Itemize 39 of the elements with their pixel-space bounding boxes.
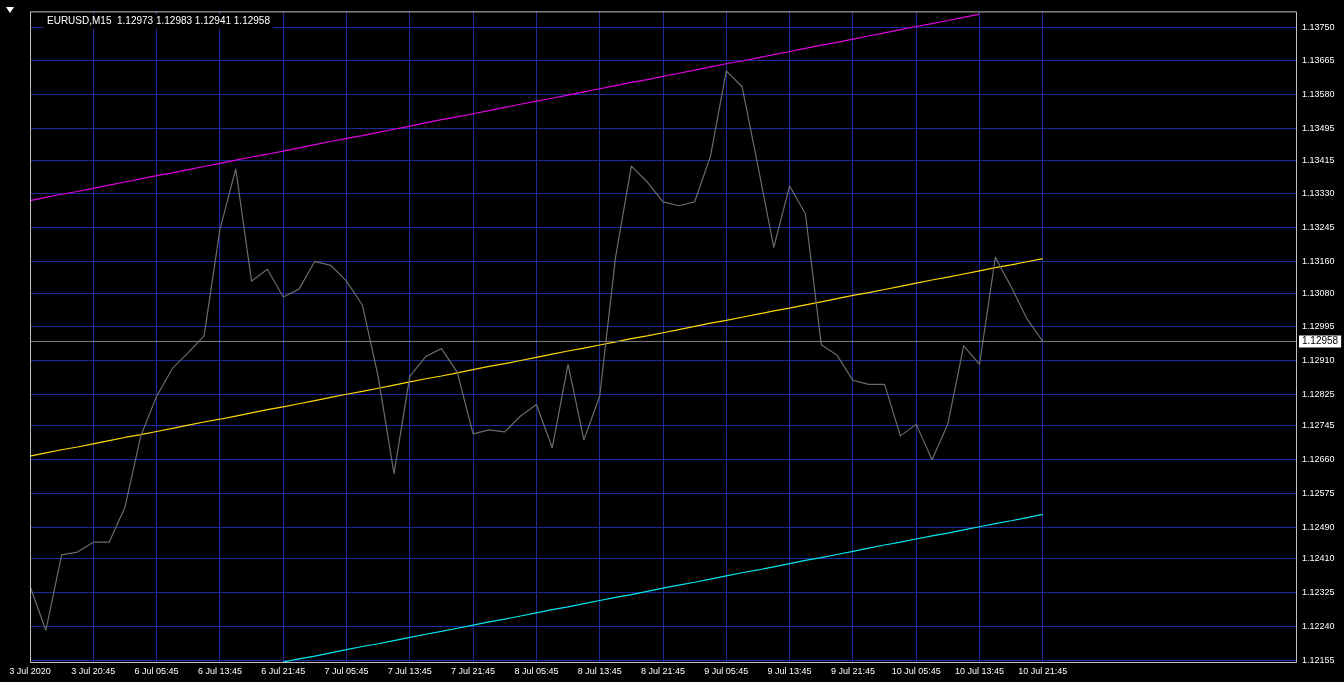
- y-tick-label: 1.13495: [1302, 122, 1335, 133]
- y-tick-label: 1.12410: [1302, 553, 1335, 564]
- y-tick-label: 1.12575: [1302, 487, 1335, 498]
- y-tick-label: 1.13750: [1302, 21, 1335, 32]
- x-tick-label: 6 Jul 05:45: [134, 665, 179, 676]
- x-tick-label: 9 Jul 05:45: [704, 665, 749, 676]
- y-tick-label: 1.12910: [1302, 354, 1335, 365]
- y-tick-label: 1.12745: [1302, 420, 1335, 431]
- x-tick-label: 7 Jul 13:45: [387, 665, 432, 676]
- y-tick-label: 1.13160: [1302, 255, 1335, 266]
- y-tick-label: 1.13665: [1302, 55, 1335, 66]
- ref-line-label: 1.12958: [1302, 335, 1339, 347]
- x-tick-label: 10 Jul 13:45: [954, 665, 1005, 676]
- chart-title: EURUSD,M15 1.12973 1.12983 1.12941 1.12958: [47, 15, 271, 27]
- x-tick-label: 9 Jul 13:45: [767, 665, 812, 676]
- y-tick-label: 1.12660: [1302, 454, 1335, 465]
- x-tick-label: 7 Jul 21:45: [451, 665, 496, 676]
- y-tick-label: 1.12155: [1302, 654, 1335, 665]
- x-tick-label: 3 Jul 20:45: [71, 665, 116, 676]
- y-tick-label: 1.12995: [1302, 321, 1335, 332]
- x-tick-label: 8 Jul 05:45: [514, 665, 559, 676]
- y-tick-label: 1.13580: [1302, 89, 1335, 100]
- y-tick-label: 1.12240: [1302, 620, 1335, 631]
- x-tick-label: 6 Jul 21:45: [261, 665, 306, 676]
- y-tick-label: 1.13330: [1302, 188, 1335, 199]
- y-tick-label: 1.12325: [1302, 587, 1335, 598]
- y-tick-label: 1.13415: [1302, 154, 1335, 165]
- y-tick-label: 1.13080: [1302, 287, 1335, 298]
- x-tick-label: 10 Jul 05:45: [891, 665, 941, 676]
- x-tick-label: 3 Jul 2020: [9, 665, 51, 676]
- x-tick-label: 6 Jul 13:45: [197, 665, 242, 676]
- x-tick-label: 8 Jul 13:45: [577, 665, 622, 676]
- x-tick-label: 7 Jul 05:45: [324, 665, 369, 676]
- y-tick-label: 1.12825: [1302, 388, 1335, 399]
- y-tick-label: 1.13245: [1302, 222, 1335, 233]
- x-tick-label: 10 Jul 21:45: [1018, 665, 1068, 676]
- x-tick-label: 8 Jul 21:45: [640, 665, 686, 676]
- y-tick-label: 1.12490: [1302, 521, 1335, 532]
- x-tick-label: 9 Jul 21:45: [830, 665, 875, 676]
